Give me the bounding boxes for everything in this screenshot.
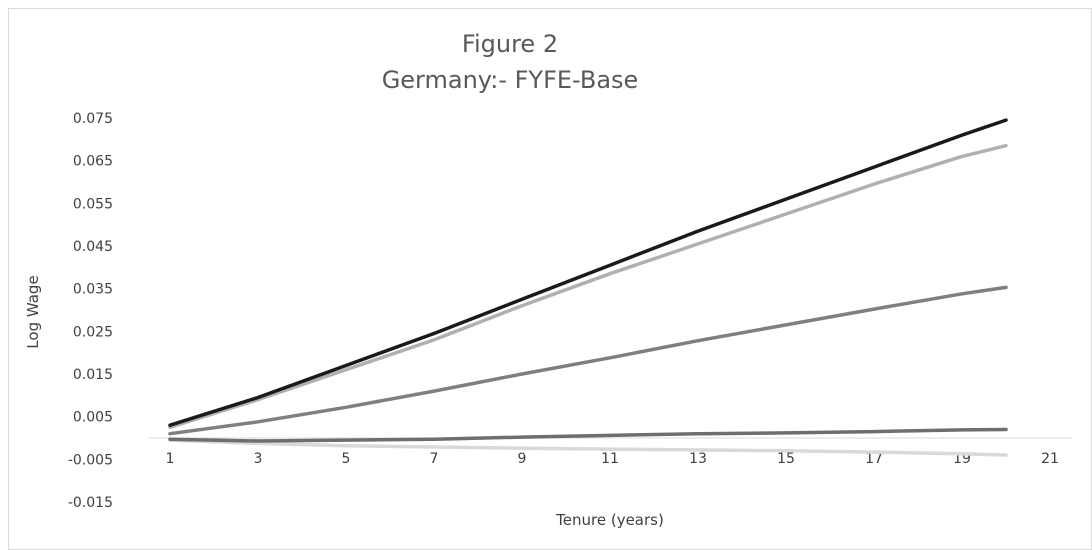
series-line-3 — [168, 285, 1008, 436]
series-line-2 — [168, 143, 1008, 430]
x-tick-label: 7 — [430, 451, 439, 467]
y-tick-label: 0.005 — [73, 410, 113, 426]
chart-frame — [8, 8, 1092, 550]
x-tick-label: 1 — [166, 451, 175, 467]
y-tick-label: 0.065 — [73, 154, 113, 170]
series-line-1 — [168, 118, 1008, 427]
x-tick-label: 15 — [777, 451, 795, 467]
y-tick-label: 0.025 — [73, 324, 113, 340]
x-tick-label: 17 — [865, 451, 883, 467]
y-tick-label: -0.005 — [68, 452, 113, 468]
series-line-4 — [168, 427, 1008, 443]
chart-subtitle: Germany:- FYFE-Base — [382, 66, 639, 94]
x-tick-label: 5 — [342, 451, 351, 467]
x-tick-label: 21 — [1041, 451, 1059, 467]
chart-title: Figure 2 — [462, 30, 558, 58]
x-tick-label: 11 — [601, 451, 619, 467]
x-tick-label: 3 — [254, 451, 263, 467]
x-tick-label: 9 — [518, 451, 527, 467]
y-tick-label: -0.015 — [68, 495, 113, 511]
y-axis-ticks: 0.075 0.065 0.055 0.045 0.035 0.025 0.015 0.005… — [68, 111, 113, 511]
y-axis-title: Log Wage — [24, 275, 42, 348]
x-tick-label: 13 — [689, 451, 707, 467]
y-tick-label: 0.055 — [73, 196, 113, 212]
y-tick-label: 0.045 — [73, 239, 113, 255]
series-line-5 — [168, 438, 1008, 457]
y-tick-label: 0.015 — [73, 367, 113, 383]
x-axis-title: Tenure (years) — [555, 511, 664, 529]
y-tick-label: 0.075 — [73, 111, 113, 127]
series-group — [168, 118, 1008, 457]
y-tick-label: 0.035 — [73, 282, 113, 298]
